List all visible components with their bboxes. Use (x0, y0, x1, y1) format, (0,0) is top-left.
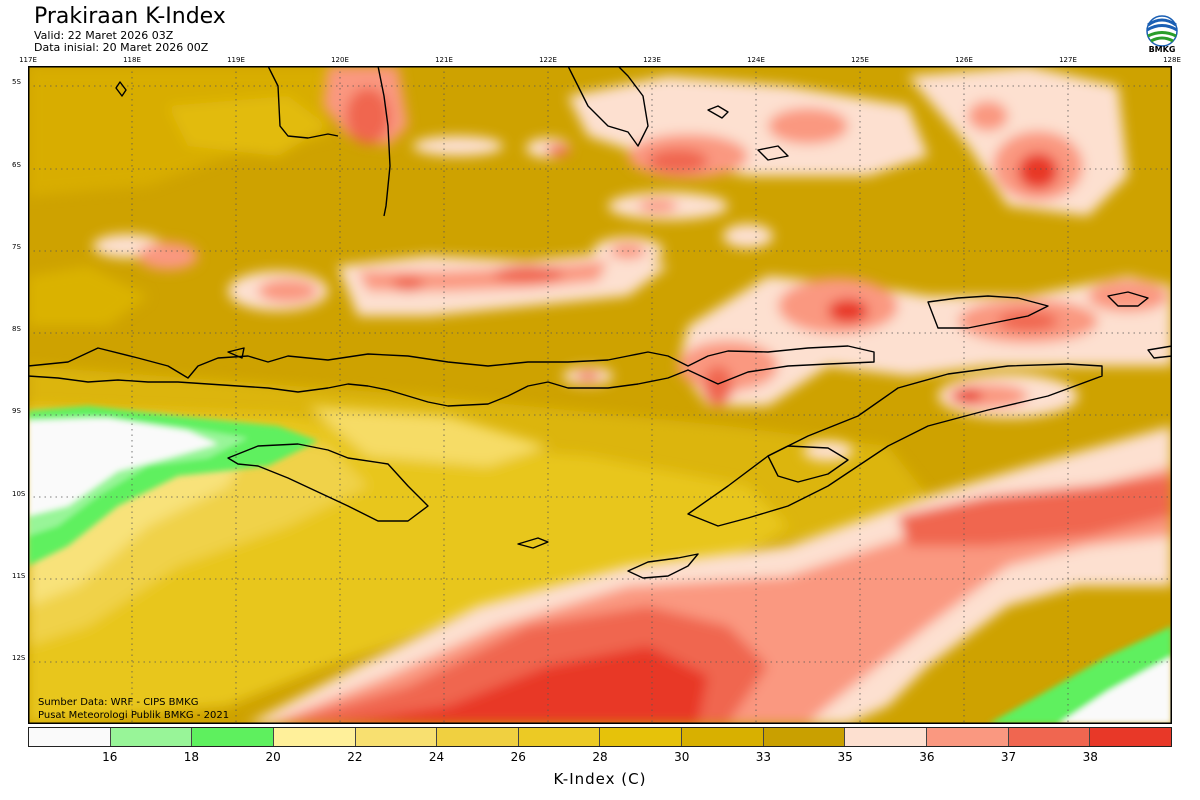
latitude-label: 8S (12, 325, 21, 334)
colorbar-swatch (927, 728, 1009, 746)
colorbar-tick-label: 20 (265, 750, 281, 764)
latitude-label: 9S (12, 407, 21, 416)
bmkg-logo-icon (1146, 15, 1178, 47)
colorbar (28, 727, 1172, 747)
longitude-label: 122E (539, 56, 557, 64)
colorbar-tick-label: 24 (428, 750, 445, 764)
longitude-label: 128E (1163, 56, 1181, 64)
colorbar-tick-label: 16 (102, 750, 118, 764)
colorbar-swatch (355, 728, 438, 746)
colorbar-tick-label: 28 (592, 750, 608, 764)
colorbar-swatch (763, 728, 846, 746)
colorbar-tick-label: 22 (347, 750, 363, 764)
data-source: Sumber Data: WRF - CIPS BMKG (38, 697, 199, 708)
colorbar-tick-label: 37 (1000, 750, 1017, 764)
longitude-label: 120E (331, 56, 349, 64)
k-index-map (28, 66, 1172, 724)
valid-time: Valid: 22 Maret 2026 03Z (34, 29, 174, 42)
colorbar-swatch (437, 728, 519, 746)
colorbar-tick-label: 36 (919, 750, 935, 764)
latitude-label: 10S (12, 489, 26, 498)
map-credit: Pusat Meteorologi Publik BMKG - 2021 (38, 710, 230, 721)
init-time: Data inisial: 20 Maret 2026 00Z (34, 41, 209, 54)
longitude-label: 119E (227, 56, 245, 64)
longitude-label: 124E (747, 56, 765, 64)
k-index-field (28, 66, 1172, 724)
colorbar-tick-label: 38 (1082, 750, 1098, 764)
colorbar-tick-label: 26 (510, 750, 526, 764)
logo-text: BMKG (1148, 45, 1176, 54)
longitude-label: 125E (851, 56, 869, 64)
longitude-label: 118E (123, 56, 141, 64)
colorbar-swatch (682, 728, 764, 746)
colorbar-tick-label: 18 (183, 750, 200, 764)
latitude-label: 12S (12, 654, 26, 663)
colorbar-swatch (1090, 728, 1171, 746)
page-title: Prakiraan K-Index (34, 4, 226, 29)
longitude-label: 123E (643, 56, 661, 64)
latitude-label: 11S (12, 571, 26, 580)
coastlines (28, 66, 1172, 579)
latitude-label: 5S (12, 78, 21, 87)
latitude-label: 6S (12, 160, 21, 169)
colorbar-title: K-Index (C) (553, 770, 647, 788)
colorbar-swatch (273, 728, 356, 746)
colorbar-tick-label: 35 (837, 750, 853, 764)
colorbar-swatch (29, 728, 111, 746)
colorbar-tick-label: 30 (674, 750, 690, 764)
colorbar-swatch (1008, 728, 1091, 746)
colorbar-tick-label: 33 (755, 750, 772, 764)
colorbar-swatch (600, 728, 683, 746)
colorbar-swatch (110, 728, 193, 746)
longitude-label: 126E (955, 56, 973, 64)
longitude-label: 127E (1059, 56, 1077, 64)
longitude-label: 117E (19, 56, 37, 64)
longitude-label: 121E (435, 56, 453, 64)
latitude-label: 7S (12, 242, 21, 251)
colorbar-swatch (845, 728, 928, 746)
colorbar-swatch (518, 728, 601, 746)
colorbar-swatch (192, 728, 274, 746)
